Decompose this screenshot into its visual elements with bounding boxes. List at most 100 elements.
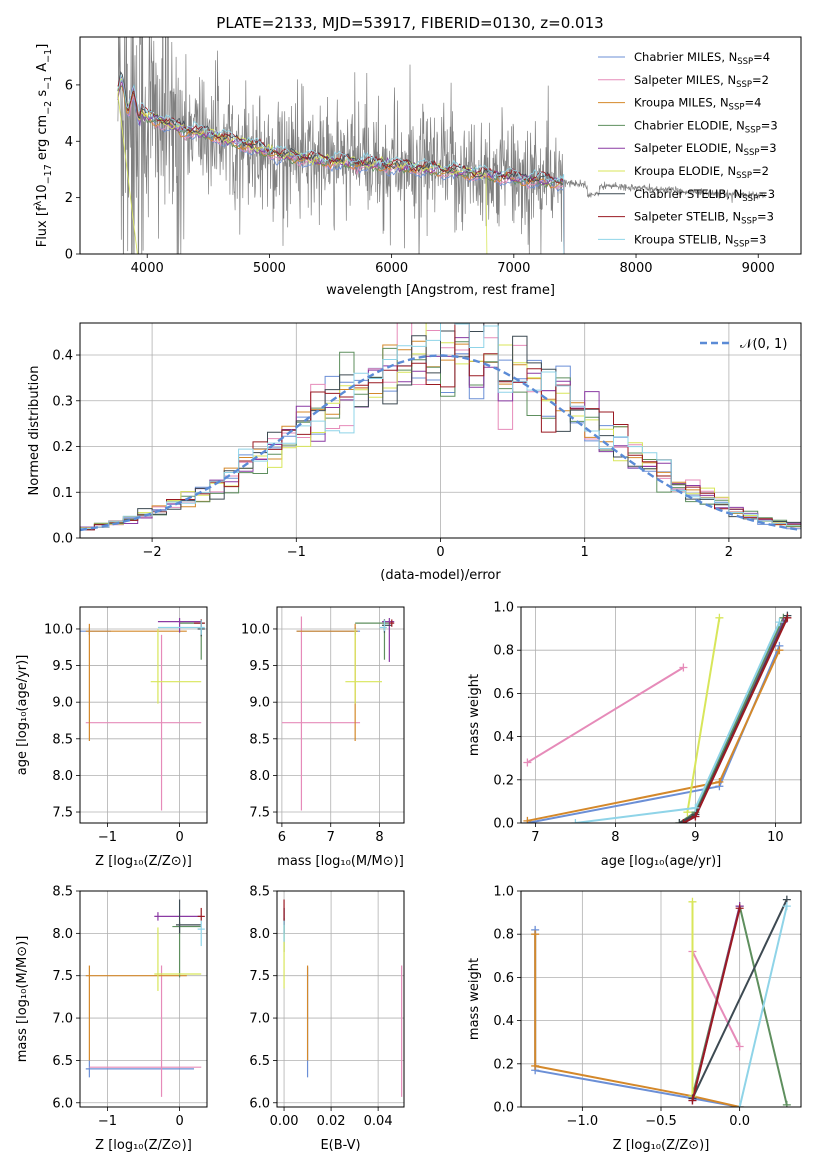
spectrum-panel: 4000 5000 6000 7000 8000 9000 0 2 4 6 wavelength […: [33, 36, 802, 298]
mass_vs_Z-ytick-label: 6.5: [52, 1054, 73, 1069]
weight_vs_Z-ytick-label: 0.2: [493, 1057, 514, 1072]
weight-series-kroupa-stelib: [735, 902, 791, 1107]
errorbar-kroupa-stelib: [197, 920, 205, 947]
weight-marker: [735, 1103, 744, 1107]
x-axis-label: Z [log₁₀(Z/Z⊙)]: [95, 854, 192, 869]
mass_vs_ebv-ytick-label: 6.0: [249, 1096, 270, 1111]
weight-series-kroupa-stelib: [571, 618, 784, 823]
mass_vs_ebv-ytick-label: 7.5: [249, 969, 270, 984]
weight-marker: [679, 819, 688, 823]
age_vs_mass-xtick-label: 6: [278, 830, 286, 845]
legend-entry: Salpeter STELIB, NSSP=3: [634, 210, 774, 227]
weight_vs_Z-ytick-label: 1.0: [493, 885, 514, 900]
axes-frame: [520, 890, 802, 1108]
x-axis-label: Z [log₁₀(Z/Z⊙)]: [95, 1138, 192, 1153]
weight-series-chabrier-stelib: [675, 611, 792, 823]
weight-line: [526, 666, 684, 764]
residuals-panel: −2 −1 0 1 2 0.0 0.1 0.2 0.3 0.4 (data-model)/error…: [27, 322, 802, 583]
axes-frame: [79, 606, 208, 824]
age_vs_mass-ytick-label: 7.5: [249, 806, 270, 821]
errorbar-kroupa-stelib: [157, 620, 205, 635]
errorbar-kroupa-elodie: [154, 927, 202, 991]
weight_vs_Z-ytick-label: 0.4: [493, 1014, 514, 1029]
weight-series-chabrier-elodie: [675, 613, 788, 823]
weight-marker: [688, 897, 697, 906]
residuals-xtick-label: −2: [143, 545, 162, 560]
age_vs_mass-xtick-label: 8: [375, 830, 383, 845]
weight-marker: [735, 904, 744, 913]
weight_vs_Z-ticks: −1.0 −0.5 0.0 0.0 0.2 0.4 0.6 0.8 1.0: [493, 885, 750, 1130]
weight_vs_Z-xtick-label: −1.0: [567, 1114, 599, 1129]
chart-title: PLATE=2133, MJD=53917, FIBERID=0130, z=0…: [216, 14, 603, 32]
mass_vs_ebv-ticks: 0.00 0.02 0.04 6.0 6.5 7.0 7.5 8.0 8.5: [249, 885, 392, 1130]
age_vs_Z-plot-area: [80, 617, 205, 811]
spectrum-xtick-label: 8000: [619, 261, 652, 276]
axes-frame: [79, 36, 802, 255]
age_vs_Z-ticks: −1 0 7.5 8.0 8.5 9.0 9.5 10.0: [44, 622, 184, 845]
histogram-chabrier-stelib: [80, 323, 801, 531]
weight_vs_Z-xtick-label: −0.5: [645, 1114, 677, 1129]
weight-marker: [523, 758, 532, 767]
weight_vs_age-gridlines: [521, 606, 801, 824]
weight-series-kroupa-miles: [523, 646, 784, 823]
errorbar-salpeter-elodie: [157, 617, 202, 633]
legend: Chabrier MILES, NSSP=4 Salpeter MILES, NS…: [598, 50, 778, 249]
axes-frame: [79, 890, 208, 1108]
weight-marker: [531, 1061, 540, 1070]
y-axis-label: Flux [fλ10−17 erg cm−2 s−1 A−1]: [33, 44, 54, 248]
weight-marker: [775, 618, 784, 627]
mass_vs_ebv-xtick-label: 0.00: [270, 1114, 299, 1129]
mass_vs_Z-xtick-label: −1: [98, 1114, 117, 1129]
weight-line: [691, 908, 741, 1101]
errorbar-salpeter-elodie: [382, 617, 395, 662]
legend-entry: Kroupa MILES, NSSP=4: [634, 96, 761, 113]
errorbar-salpeter-miles: [89, 965, 202, 1097]
weight_vs_age-ticks: 7 8 9 10 0.0 0.2 0.4 0.6 0.8 1.0: [493, 601, 783, 846]
age_vs_Z-ytick-label: 9.0: [52, 696, 73, 711]
spectrum-xtick-label: 5000: [253, 261, 286, 276]
errorbar-chabrier-stelib: [175, 899, 202, 934]
spectrum-xtick-label: 4000: [131, 261, 164, 276]
x-axis-label: age [log₁₀(age/yr)]: [601, 854, 722, 869]
residuals-xtick-label: 1: [581, 545, 589, 560]
age_vs_Z-ytick-label: 10.0: [44, 622, 73, 637]
weight-series-chabrier-miles: [523, 641, 784, 823]
spectrum-ytick-label: 6: [65, 78, 73, 93]
spectrum-ytick-label: 0: [65, 248, 73, 263]
legend-entry: 𝒩(0, 1): [740, 337, 787, 352]
errorbar-salpeter-elodie: [154, 912, 202, 921]
age_vs_Z-ytick-label: 8.0: [52, 769, 73, 784]
age_vs_mass-ticks: 6 7 8 7.5 8.0 8.5 9.0 9.5 10.0: [241, 622, 384, 845]
legend-entry: Chabrier STELIB, NSSP=3: [634, 187, 775, 204]
errorbar-salpeter-stelib: [197, 907, 205, 921]
weight-series-salpeter-miles: [523, 663, 688, 767]
residuals-ytick-label: 0.4: [52, 349, 73, 364]
errorbar-salpeter-miles: [281, 616, 361, 811]
age_vs_Z-ytick-label: 9.5: [52, 659, 73, 674]
normal-curve: [80, 354, 799, 532]
errorbar-kroupa-stelib: [379, 620, 387, 632]
errorbar-kroupa-miles: [85, 623, 187, 741]
residuals-ytick-label: 0.1: [52, 486, 73, 501]
weight-line: [534, 934, 740, 1107]
axes-frame: [520, 606, 802, 824]
age_vs_Z-panel: −1 0 7.5 8.0 8.5 9.0 9.5 10.0 Z [log₁₀(Z/Z⊙)] age…: [15, 606, 208, 869]
weight-marker: [531, 930, 540, 939]
weight-series-salpeter-stelib: [688, 904, 744, 1105]
mass_vs_Z-ytick-label: 7.5: [52, 969, 73, 984]
data-spectrum: [117, 37, 766, 254]
age_vs_mass-ytick-label: 8.5: [249, 732, 270, 747]
mass_vs_Z-ytick-label: 7.0: [52, 1012, 73, 1027]
x-axis-label: wavelength [Angstrom, rest frame]: [326, 283, 555, 298]
residuals-xtick-label: 0: [436, 545, 444, 560]
y-axis-label: Normed distribution: [27, 366, 42, 496]
mass_vs_ebv-ytick-label: 7.0: [249, 1012, 270, 1027]
age_vs_mass-gridlines: [277, 607, 404, 823]
residuals-xtick-label: −1: [287, 545, 306, 560]
residuals-ticks: −2 −1 0 1 2 0.0 0.1 0.2 0.3 0.4: [52, 349, 733, 560]
weight-line: [575, 621, 781, 823]
age_vs_mass-ytick-label: 10.0: [241, 622, 270, 637]
weight_vs_Z-plot-area: [531, 895, 791, 1107]
mass_vs_Z-ytick-label: 6.0: [52, 1096, 73, 1111]
weight-marker: [523, 816, 532, 823]
